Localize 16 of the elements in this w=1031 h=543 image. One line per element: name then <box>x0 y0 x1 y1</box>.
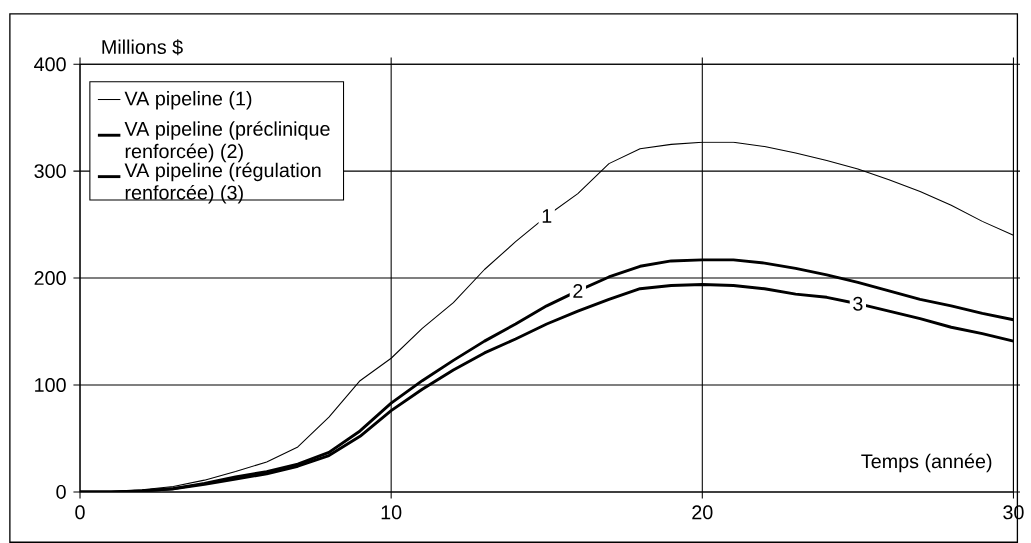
x-tick-label: 10 <box>381 505 402 520</box>
y-tick-label: 0 <box>56 484 66 499</box>
legend-label: VA pipeline (régulation renforcée) (3) <box>124 162 321 204</box>
x-tick-label: 20 <box>692 505 713 520</box>
annotation: 2 <box>573 283 583 298</box>
legend-label: VA pipeline (1) <box>124 90 252 110</box>
legend-label: VA pipeline (préclinique renforcée) (2) <box>124 121 330 163</box>
annotation: 1 <box>542 209 552 223</box>
annotation: 3 <box>853 296 863 311</box>
x-tick-label: 0 <box>75 505 85 520</box>
y-tick-label: 100 <box>35 377 66 392</box>
x-axis-title: Temps (année) <box>861 453 992 473</box>
y-tick-label: 200 <box>34 270 66 285</box>
y-axis-title: Millions $ <box>102 39 183 56</box>
y-tick-label: 400 <box>34 57 66 72</box>
y-tick-label: 300 <box>34 164 66 178</box>
